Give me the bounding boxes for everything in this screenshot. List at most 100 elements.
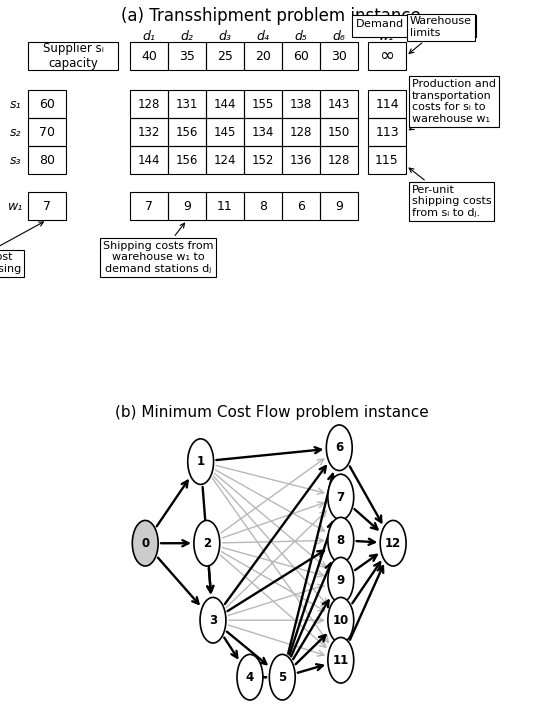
Ellipse shape <box>132 520 158 566</box>
Text: d₄: d₄ <box>256 30 269 42</box>
Ellipse shape <box>188 439 213 484</box>
Text: d₁: d₁ <box>143 30 155 42</box>
Bar <box>28 118 66 146</box>
Text: 0: 0 <box>141 537 149 549</box>
Ellipse shape <box>326 425 352 471</box>
Bar <box>168 192 206 220</box>
Text: 5: 5 <box>278 670 286 684</box>
Text: s₁: s₁ <box>10 98 22 110</box>
Text: d₂: d₂ <box>181 30 193 42</box>
Text: 152: 152 <box>252 154 274 166</box>
Text: 25: 25 <box>217 50 233 62</box>
Text: 131: 131 <box>176 98 198 110</box>
Bar <box>168 118 206 146</box>
Text: 60: 60 <box>293 50 309 62</box>
Bar <box>320 42 358 70</box>
Text: 7: 7 <box>337 491 345 503</box>
Text: Warehouse cost
per unit processing: Warehouse cost per unit processing <box>0 222 43 274</box>
Text: Demand needs for $d_j$: Demand needs for $d_j$ <box>355 18 473 34</box>
Ellipse shape <box>200 598 226 643</box>
Text: 35: 35 <box>179 50 195 62</box>
Text: 3: 3 <box>209 614 217 627</box>
Bar <box>320 192 358 220</box>
Bar <box>368 118 406 146</box>
Text: 70: 70 <box>39 125 55 139</box>
Ellipse shape <box>380 520 406 566</box>
Bar <box>206 118 244 146</box>
Text: s₂: s₂ <box>10 125 22 139</box>
Bar <box>244 42 282 70</box>
Bar <box>282 146 320 174</box>
Ellipse shape <box>237 654 263 700</box>
Bar <box>130 146 168 174</box>
Text: 6: 6 <box>335 441 343 455</box>
Bar <box>368 42 406 70</box>
Text: 134: 134 <box>252 125 274 139</box>
Text: Per-unit
shipping costs
from sᵢ to dⱼ.: Per-unit shipping costs from sᵢ to dⱼ. <box>409 168 491 218</box>
Bar <box>244 192 282 220</box>
Text: d₃: d₃ <box>219 30 231 42</box>
Text: 40: 40 <box>141 50 157 62</box>
Bar <box>206 146 244 174</box>
Text: Shipping costs from
warehouse w₁ to
demand stations dⱼ: Shipping costs from warehouse w₁ to dema… <box>103 223 213 274</box>
Text: 155: 155 <box>252 98 274 110</box>
Text: ∞: ∞ <box>380 47 395 65</box>
Text: 150: 150 <box>328 125 350 139</box>
Text: Warehouse
limits: Warehouse limits <box>409 16 472 53</box>
Text: 156: 156 <box>176 154 198 166</box>
Bar <box>28 192 66 220</box>
Bar <box>168 42 206 70</box>
Text: 30: 30 <box>331 50 347 62</box>
Bar <box>282 42 320 70</box>
Text: 20: 20 <box>255 50 271 62</box>
Bar <box>130 192 168 220</box>
Bar <box>130 90 168 118</box>
Ellipse shape <box>328 637 353 683</box>
Text: 11: 11 <box>333 653 349 667</box>
Text: 143: 143 <box>328 98 350 110</box>
Text: 7: 7 <box>43 200 51 212</box>
Text: 12: 12 <box>385 537 401 549</box>
Text: 2: 2 <box>203 537 211 549</box>
Bar <box>28 42 118 70</box>
Text: 114: 114 <box>375 98 399 110</box>
Bar <box>206 192 244 220</box>
Text: 8: 8 <box>337 534 345 547</box>
Text: 6: 6 <box>297 200 305 212</box>
Text: 128: 128 <box>290 125 312 139</box>
Text: (a) Transshipment problem instance: (a) Transshipment problem instance <box>121 7 421 25</box>
Text: 9: 9 <box>335 200 343 212</box>
Bar <box>130 42 168 70</box>
Bar <box>368 90 406 118</box>
Text: s₃: s₃ <box>10 154 22 166</box>
Text: 60: 60 <box>39 98 55 110</box>
Bar <box>368 146 406 174</box>
Bar <box>244 118 282 146</box>
Text: d₅: d₅ <box>294 30 307 42</box>
Ellipse shape <box>328 518 353 563</box>
Text: 156: 156 <box>176 125 198 139</box>
Bar <box>206 90 244 118</box>
Text: 144: 144 <box>138 154 160 166</box>
Bar <box>28 146 66 174</box>
Text: 113: 113 <box>375 125 399 139</box>
Text: 124: 124 <box>214 154 236 166</box>
Bar <box>320 90 358 118</box>
Text: 1: 1 <box>197 455 205 468</box>
Text: Production and
transportation
costs for sᵢ to
warehouse w₁: Production and transportation costs for … <box>409 79 496 130</box>
Text: w₁: w₁ <box>380 30 395 42</box>
Text: 128: 128 <box>328 154 350 166</box>
Ellipse shape <box>194 520 220 566</box>
Text: (b) Minimum Cost Flow problem instance: (b) Minimum Cost Flow problem instance <box>115 405 428 420</box>
Bar <box>206 42 244 70</box>
Bar <box>320 118 358 146</box>
Text: 8: 8 <box>259 200 267 212</box>
Bar <box>282 118 320 146</box>
Text: 10: 10 <box>333 614 349 627</box>
Text: 138: 138 <box>290 98 312 110</box>
Text: 7: 7 <box>145 200 153 212</box>
Text: 9: 9 <box>337 573 345 587</box>
Text: d₆: d₆ <box>332 30 345 42</box>
Text: 9: 9 <box>183 200 191 212</box>
Text: 4: 4 <box>246 670 254 684</box>
